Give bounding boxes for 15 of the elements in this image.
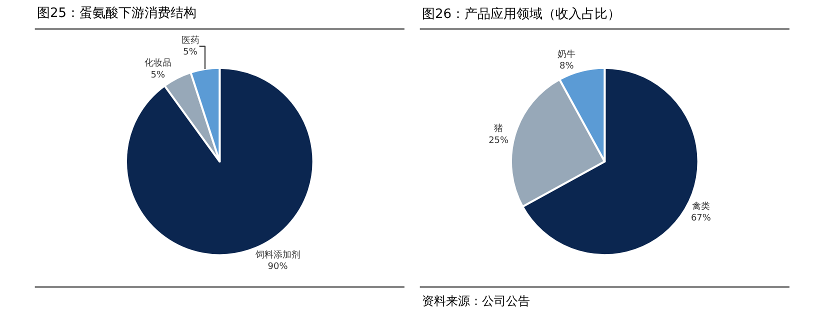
slice-label: 禽类 bbox=[692, 200, 710, 212]
slice-label: 化妆品 bbox=[144, 58, 172, 69]
slice-label: 饲料添加剂 bbox=[254, 250, 300, 260]
text: 资料来源：公司公告 bbox=[422, 294, 530, 308]
data-label: 90% bbox=[268, 262, 288, 272]
chart-title: 图25：蛋氨酸下游消费结构 bbox=[37, 6, 197, 21]
data-label: 25% bbox=[488, 136, 510, 146]
slice-label: 奶牛 bbox=[558, 48, 576, 60]
slice-label: 医药 bbox=[181, 34, 200, 46]
data-label: 8% bbox=[560, 61, 574, 72]
data-label: 67% bbox=[690, 213, 712, 224]
data-label: 5% bbox=[183, 48, 198, 58]
chart-title: 图26：产品应用领域（收入占比） bbox=[422, 6, 621, 22]
data-label: 5% bbox=[150, 70, 166, 80]
slice-label: 猪 bbox=[494, 123, 504, 134]
